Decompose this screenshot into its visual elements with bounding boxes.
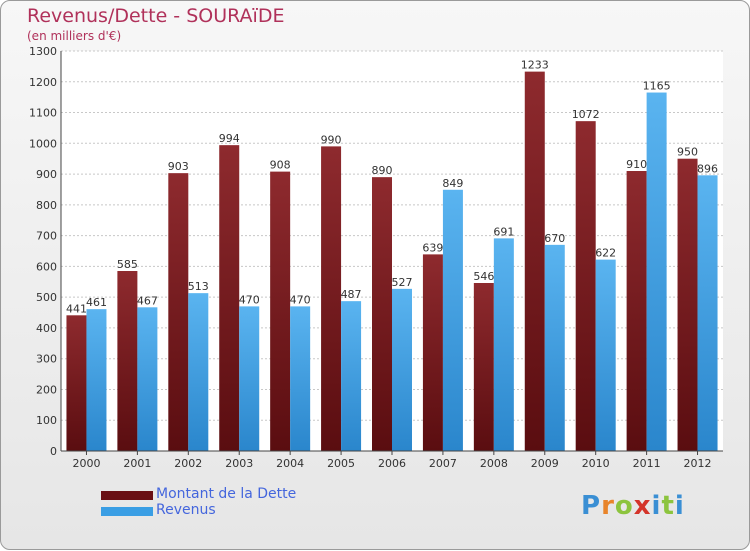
y-tick-label: 900 xyxy=(36,168,57,181)
chart-subtitle: (en milliers d'€) xyxy=(27,29,122,43)
data-label-revenus: 461 xyxy=(86,296,107,309)
x-tick-label: 2008 xyxy=(480,457,508,470)
bar-dette xyxy=(677,158,698,451)
bar-revenus xyxy=(86,309,107,451)
data-label-dette: 1072 xyxy=(572,108,600,121)
data-label-revenus: 849 xyxy=(442,177,463,190)
bar-dette xyxy=(219,145,240,451)
bar-revenus xyxy=(188,293,209,451)
bar-revenus xyxy=(646,92,667,452)
data-label-revenus: 487 xyxy=(341,288,362,301)
bar-revenus xyxy=(493,238,514,451)
bar-dette xyxy=(372,177,392,451)
y-tick-label: 600 xyxy=(36,260,57,273)
bar-dette xyxy=(575,121,596,452)
data-label-revenus: 622 xyxy=(595,247,616,260)
chart-title: Revenus/Dette - SOURAïDE xyxy=(27,5,285,27)
x-tick-label: 2012 xyxy=(684,457,712,470)
x-tick-label: 2000 xyxy=(72,457,100,470)
bar-revenus xyxy=(239,306,260,451)
data-label-revenus: 670 xyxy=(544,232,565,245)
data-label-revenus: 470 xyxy=(290,293,311,306)
bar-dette xyxy=(473,283,494,451)
y-tick-label: 0 xyxy=(50,445,57,458)
data-label-dette: 903 xyxy=(168,160,189,173)
legend-label-revenus: Revenus xyxy=(156,502,216,518)
x-tick-label: 2004 xyxy=(276,457,304,470)
data-label-revenus: 896 xyxy=(697,162,718,175)
data-label-dette: 546 xyxy=(473,270,494,283)
data-label-dette: 990 xyxy=(321,133,342,146)
data-label-revenus: 1165 xyxy=(643,80,671,93)
bar-revenus xyxy=(544,244,565,451)
x-tick-label: 2002 xyxy=(174,457,202,470)
data-label-dette: 1233 xyxy=(521,59,549,72)
bar-dette xyxy=(626,171,647,451)
data-label-revenus: 467 xyxy=(137,294,158,307)
bar-dette xyxy=(321,146,342,451)
y-tick-label: 800 xyxy=(36,199,57,212)
y-tick-label: 700 xyxy=(36,230,57,243)
y-tick-label: 100 xyxy=(36,414,57,427)
x-tick-label: 2006 xyxy=(378,457,406,470)
data-label-revenus: 527 xyxy=(392,276,413,289)
bar-dette xyxy=(524,71,545,451)
legend-swatch-revenus xyxy=(101,507,153,516)
proxiti-logo: Proxiti xyxy=(581,491,685,521)
x-tick-label: 2011 xyxy=(633,457,661,470)
data-label-dette: 910 xyxy=(626,158,647,171)
data-label-dette: 908 xyxy=(270,159,291,172)
bar-dette xyxy=(117,271,138,451)
bar-dette xyxy=(66,315,87,451)
bar-revenus xyxy=(392,288,412,451)
data-label-dette: 441 xyxy=(66,302,87,315)
y-tick-label: 500 xyxy=(36,291,57,304)
data-label-dette: 585 xyxy=(117,258,138,271)
x-tick-label: 2005 xyxy=(327,457,355,470)
x-tick-label: 2003 xyxy=(225,457,253,470)
bar-revenus xyxy=(595,259,616,451)
y-tick-label: 1000 xyxy=(29,137,57,150)
y-tick-label: 1200 xyxy=(29,76,57,89)
x-tick-label: 2001 xyxy=(123,457,151,470)
x-tick-label: 2007 xyxy=(429,457,457,470)
bar-dette xyxy=(270,171,291,451)
bar-revenus xyxy=(290,306,311,451)
y-tick-label: 200 xyxy=(36,383,57,396)
y-tick-label: 1300 xyxy=(29,45,57,58)
bar-revenus xyxy=(442,189,463,451)
data-label-dette: 639 xyxy=(422,241,443,254)
data-label-dette: 994 xyxy=(219,132,240,145)
data-label-revenus: 691 xyxy=(493,225,514,238)
bar-dette xyxy=(422,254,443,451)
data-label-revenus: 470 xyxy=(239,293,260,306)
bar-revenus xyxy=(697,175,718,452)
legend-label-dette: Montant de la Dette xyxy=(156,486,297,502)
bar-dette xyxy=(168,173,189,451)
bar-revenus xyxy=(341,301,362,451)
x-tick-label: 2010 xyxy=(582,457,610,470)
x-tick-label: 2009 xyxy=(531,457,559,470)
y-tick-label: 1100 xyxy=(29,107,57,120)
y-tick-label: 400 xyxy=(36,322,57,335)
data-label-dette: 890 xyxy=(372,164,393,177)
bar-revenus xyxy=(137,307,158,451)
y-tick-label: 300 xyxy=(36,353,57,366)
data-label-dette: 950 xyxy=(677,146,698,159)
legend-swatch-dette xyxy=(101,491,153,500)
data-label-revenus: 513 xyxy=(188,280,209,293)
